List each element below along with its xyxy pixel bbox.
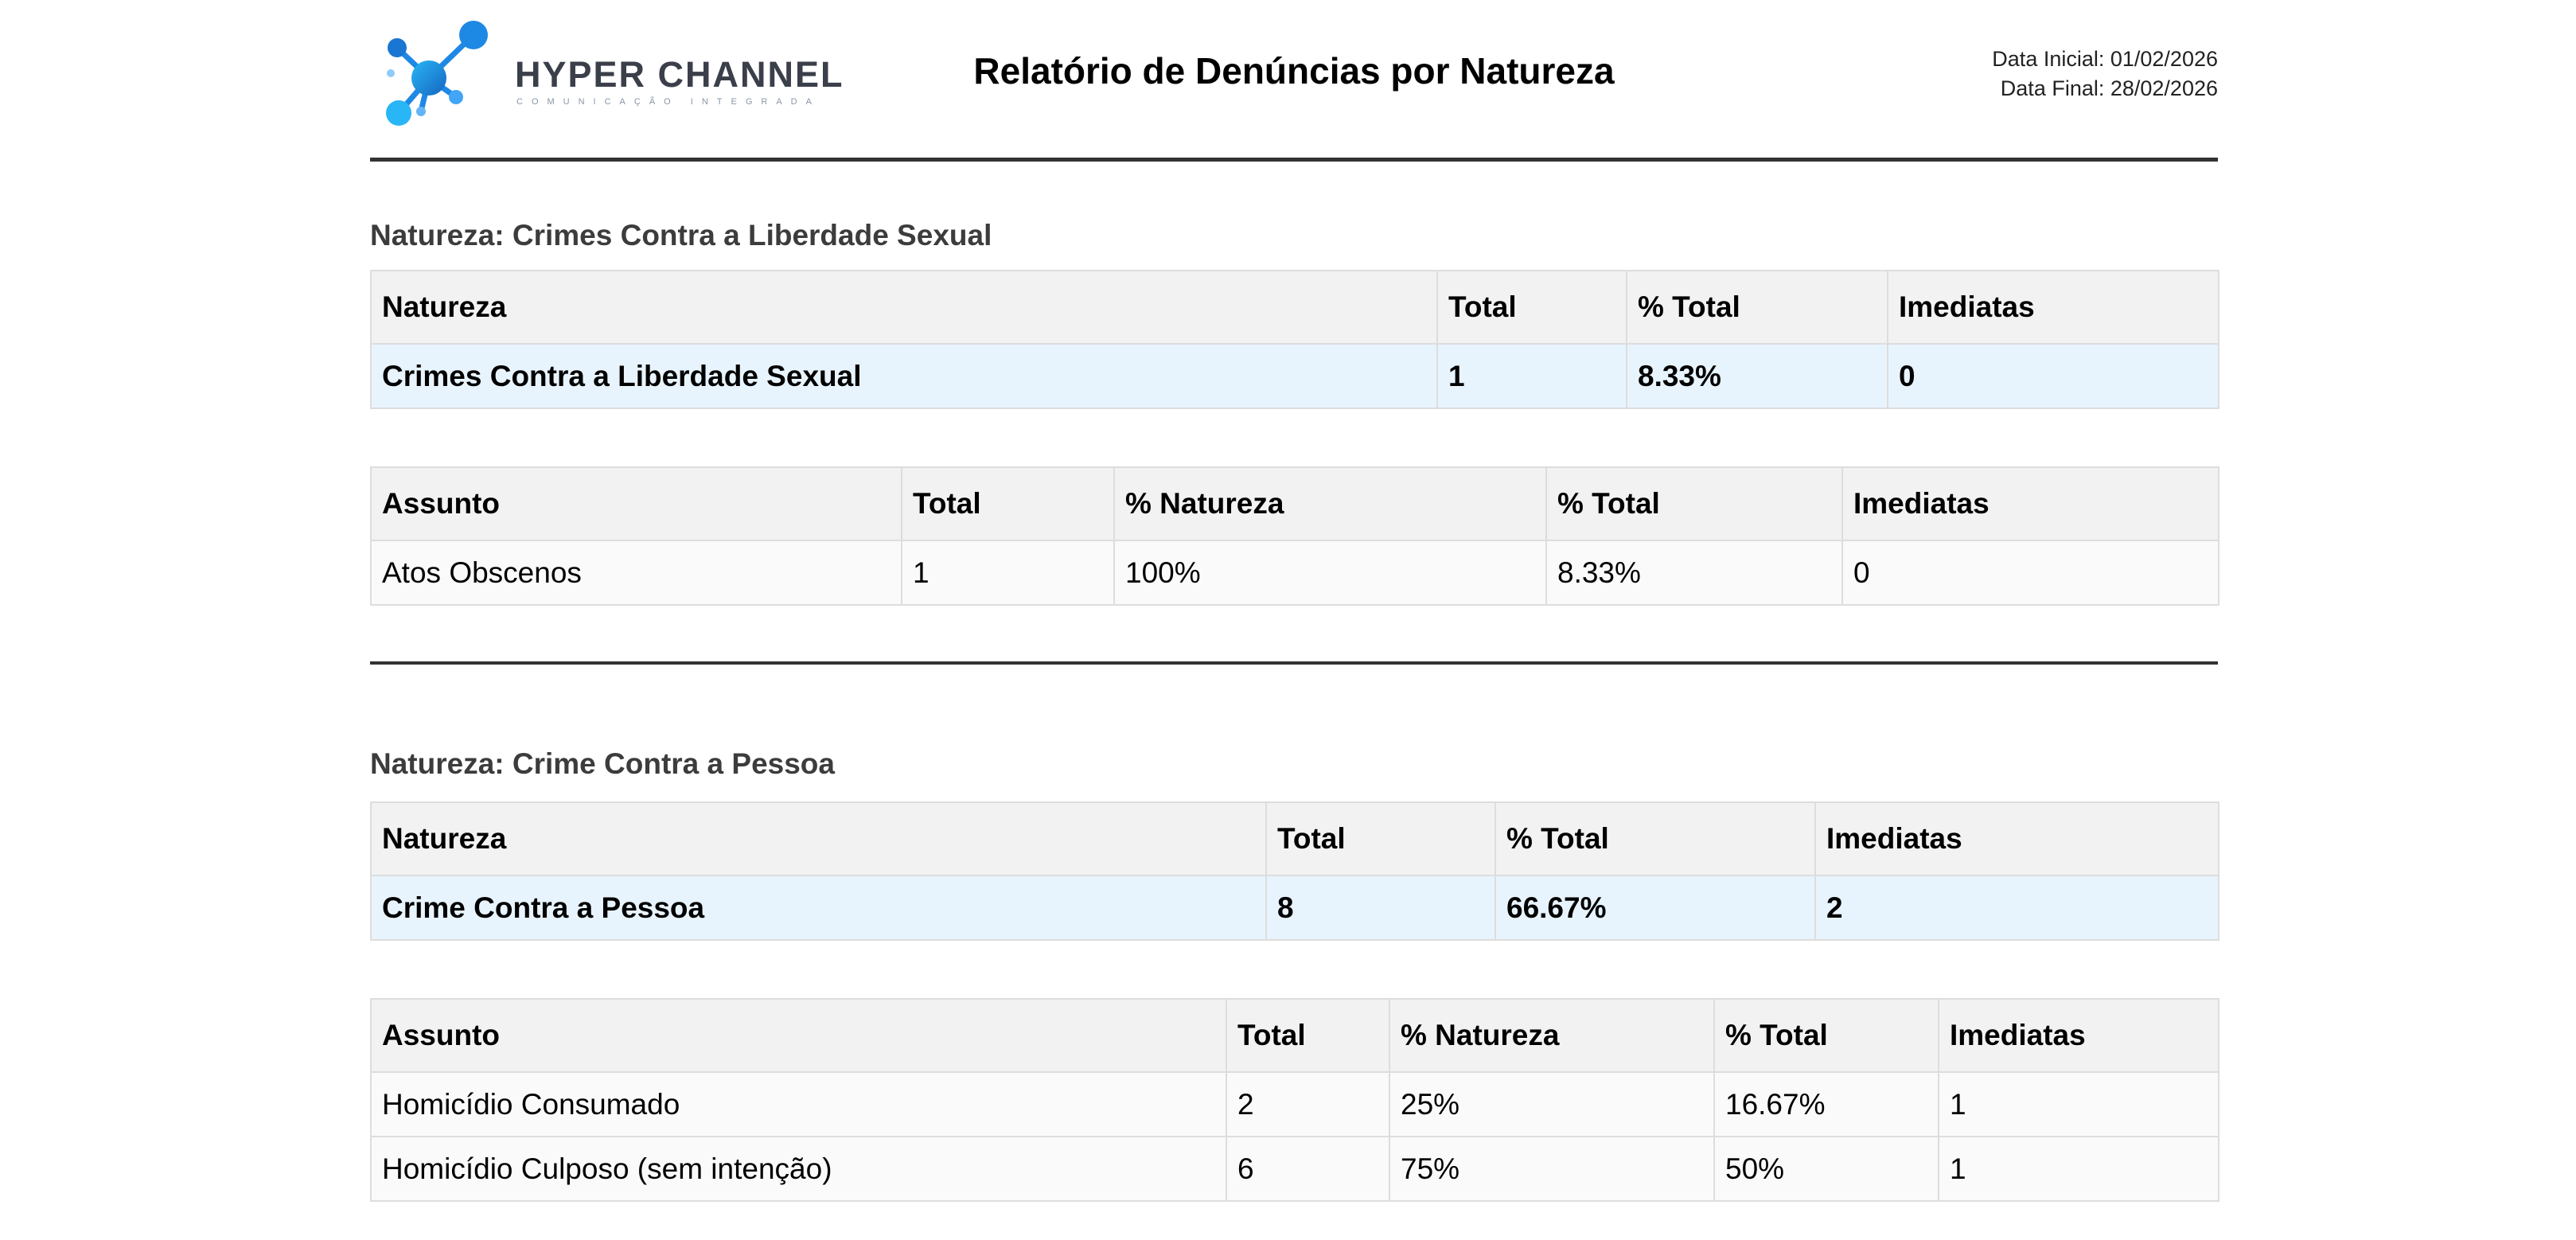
table-cell: Homicídio Consumado [370, 1071, 1227, 1137]
table-cell: 8.33% [1626, 343, 1888, 409]
table-cell: 2 [1814, 875, 2219, 941]
table-cell: 75% [1389, 1136, 1715, 1202]
company-logo: HYPER CHANNEL COMUNICAÇÃO INTEGRADA [380, 18, 843, 129]
table-cell: 1 [1436, 343, 1627, 409]
nature-summary-table: Natureza Total % Total Imediatas Crime C… [370, 801, 2219, 941]
column-header: % Total [1626, 270, 1888, 345]
column-header: % Total [1713, 998, 1939, 1073]
column-header: Total [901, 466, 1115, 541]
report-header: HYPER CHANNEL COMUNICAÇÃO INTEGRADA Rela… [370, 0, 2218, 162]
report-title: Relatório de Denúncias por Natureza [973, 50, 1615, 92]
table-cell: 16.67% [1713, 1071, 1939, 1137]
table-cell: 6 [1226, 1136, 1390, 1202]
table-header-row: Natureza Total % Total Imediatas [370, 270, 2219, 345]
table-header-row: Natureza Total % Total Imediatas [370, 801, 2219, 876]
table-cell: 2 [1226, 1071, 1390, 1137]
column-header: Total [1436, 270, 1627, 345]
column-header: Natureza [370, 801, 1267, 876]
nature-summary-row: Crime Contra a Pessoa 8 66.67% 2 [370, 875, 2219, 941]
subject-table: Assunto Total % Natureza % Total Imediat… [370, 466, 2219, 606]
column-header: % Natureza [1389, 998, 1715, 1073]
table-cell: 1 [1938, 1136, 2219, 1202]
date-start: Data Inicial: 01/02/2026 [1992, 47, 2218, 71]
column-header: Total [1265, 801, 1496, 876]
molecule-logo-icon [386, 21, 488, 126]
column-header: % Total [1495, 801, 1816, 876]
report-content: HYPER CHANNEL COMUNICAÇÃO INTEGRADA Rela… [370, 0, 2219, 1202]
logo-tagline: COMUNICAÇÃO INTEGRADA [516, 97, 820, 107]
table-cell: Crime Contra a Pessoa [370, 875, 1267, 941]
table-cell: Atos Obscenos [370, 540, 902, 606]
column-header: Imediatas [1938, 998, 2219, 1073]
table-cell: 25% [1389, 1071, 1715, 1137]
table-cell: 0 [1887, 343, 2219, 409]
table-cell: 1 [901, 540, 1115, 606]
table-row: Homicídio Consumado 2 25% 16.67% 1 [370, 1071, 2219, 1137]
table-cell: Homicídio Culposo (sem intenção) [370, 1136, 1227, 1202]
table-header-row: Assunto Total % Natureza % Total Imediat… [370, 998, 2219, 1073]
report-dates: Data Inicial: 01/02/2026 Data Final: 28/… [1992, 45, 2218, 103]
column-header: Natureza [370, 270, 1438, 345]
column-header: Imediatas [1814, 801, 2219, 876]
column-header: % Natureza [1113, 466, 1547, 541]
column-header: Imediatas [1887, 270, 2219, 345]
table-row: Atos Obscenos 1 100% 8.33% 0 [370, 540, 2219, 606]
column-header: Imediatas [1841, 466, 2219, 541]
date-end: Data Final: 28/02/2026 [2000, 76, 2218, 100]
nature-summary-table: Natureza Total % Total Imediatas Crimes … [370, 270, 2219, 409]
table-cell: 0 [1841, 540, 2219, 606]
logo-name: HYPER CHANNEL [515, 54, 844, 95]
column-header: Assunto [370, 998, 1227, 1073]
table-cell: 66.67% [1495, 875, 1816, 941]
column-header: % Total [1545, 466, 1843, 541]
table-cell: 8.33% [1545, 540, 1843, 606]
column-header: Total [1226, 998, 1390, 1073]
subject-table: Assunto Total % Natureza % Total Imediat… [370, 998, 2219, 1202]
table-cell: 1 [1938, 1071, 2219, 1137]
table-row: Homicídio Culposo (sem intenção) 6 75% 5… [370, 1136, 2219, 1202]
section-title: Natureza: Crimes Contra a Liberdade Sexu… [370, 219, 992, 252]
column-header: Assunto [370, 466, 902, 541]
section-title: Natureza: Crime Contra a Pessoa [370, 747, 835, 780]
nature-summary-row: Crimes Contra a Liberdade Sexual 1 8.33%… [370, 343, 2219, 409]
section-divider [370, 661, 2218, 665]
table-cell: 8 [1265, 875, 1496, 941]
table-cell: Crimes Contra a Liberdade Sexual [370, 343, 1438, 409]
table-header-row: Assunto Total % Natureza % Total Imediat… [370, 466, 2219, 541]
table-cell: 50% [1713, 1136, 1939, 1202]
table-cell: 100% [1113, 540, 1547, 606]
